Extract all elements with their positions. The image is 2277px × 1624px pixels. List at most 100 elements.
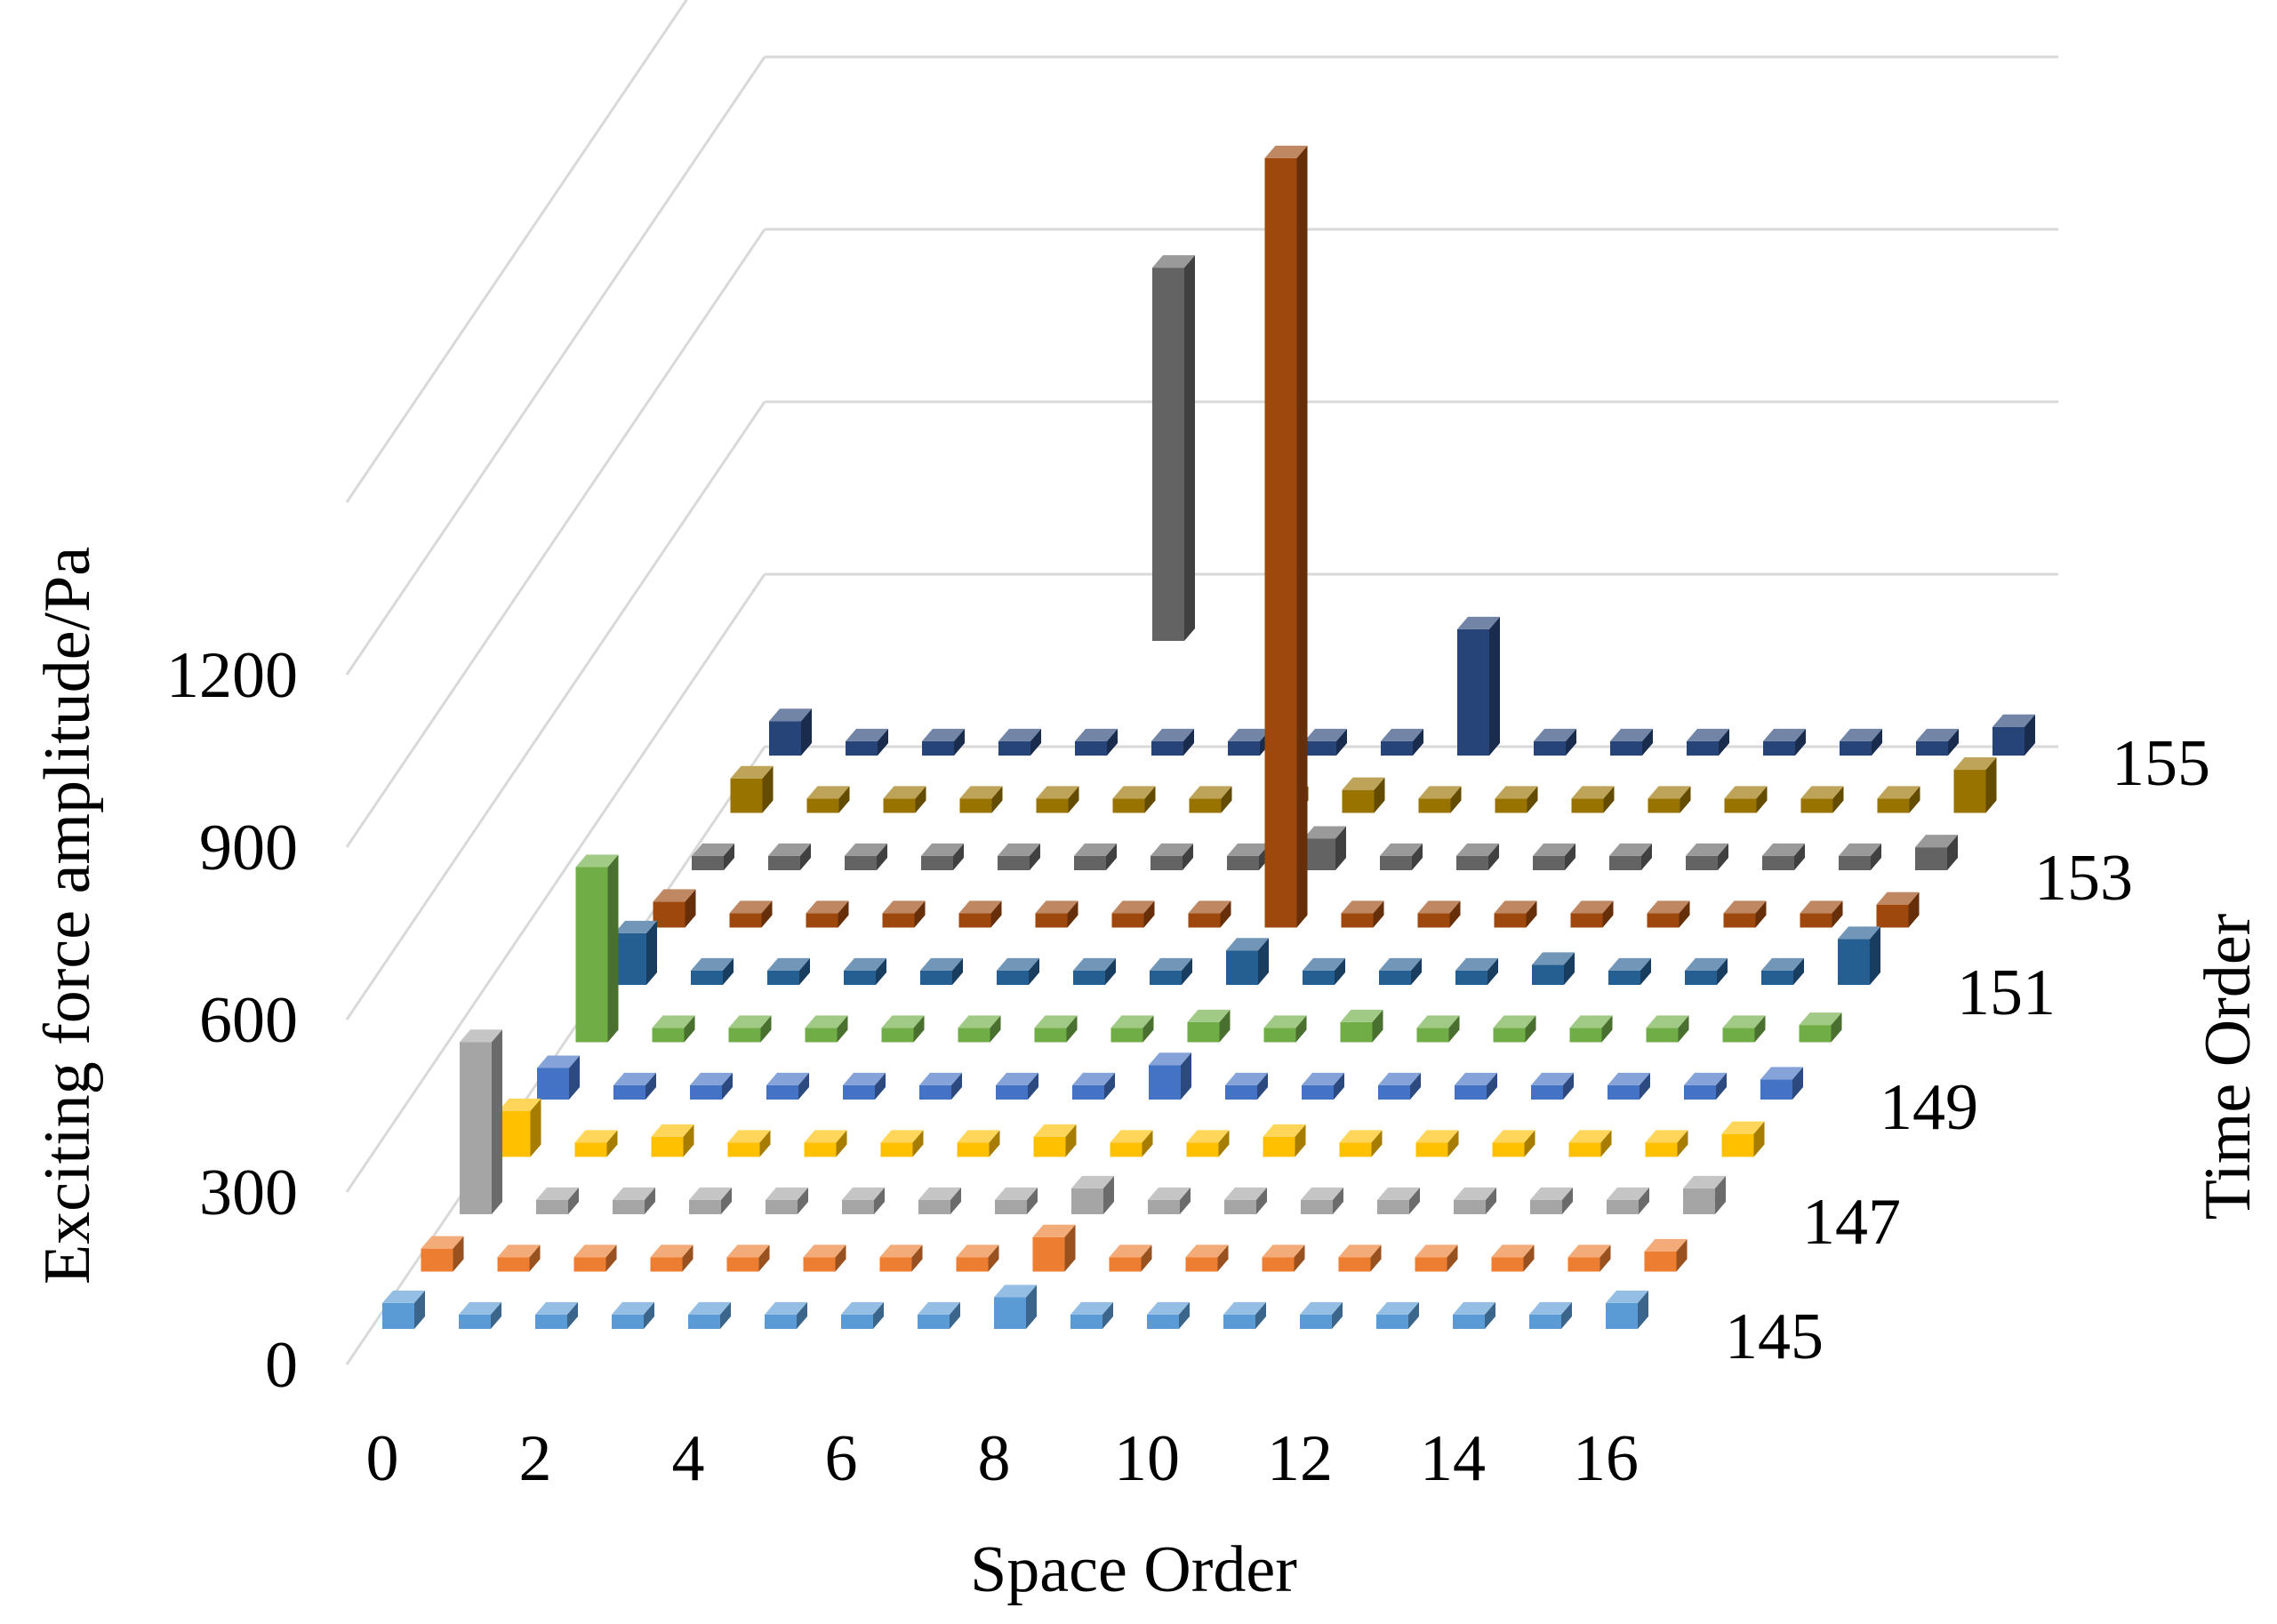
bar — [1151, 728, 1194, 756]
bar — [1185, 1244, 1229, 1272]
y-tick-label: 1200 — [166, 639, 298, 712]
bar — [1529, 1301, 1572, 1329]
bar-top-face — [1685, 957, 1728, 971]
bar-top-face — [573, 1244, 617, 1258]
bar-front-face — [765, 1314, 797, 1329]
bar-front-face — [1455, 970, 1487, 985]
bar-side-face — [1948, 728, 1959, 756]
bar-side-face — [761, 900, 773, 928]
bar — [1455, 1072, 1497, 1100]
bar-front-face — [1338, 1257, 1371, 1272]
bar-top-face — [1150, 957, 1192, 971]
bar-top-face — [768, 843, 811, 856]
bar-front-face — [1415, 1142, 1448, 1157]
bar-side-face — [1719, 728, 1729, 756]
bar-front-face — [883, 798, 916, 813]
bar — [730, 765, 774, 813]
y-tick-label: 0 — [265, 1329, 298, 1402]
bar-side-face — [646, 920, 657, 985]
bar — [1531, 1072, 1574, 1100]
bar-top-face — [844, 957, 886, 971]
bar-side-face — [877, 843, 887, 870]
bar — [881, 1015, 925, 1043]
bar — [1415, 1244, 1458, 1272]
bar — [994, 1284, 1037, 1329]
bar-top-face — [806, 900, 849, 914]
bar-top-face — [918, 1301, 960, 1315]
bar-top-face — [766, 1072, 809, 1085]
bar-front-face — [1610, 740, 1642, 756]
bar-top-face — [1840, 728, 1882, 741]
bar-side-face — [1183, 728, 1194, 756]
bar-front-face — [460, 1042, 492, 1214]
bar — [1760, 1067, 1803, 1100]
bar-front-face — [1800, 798, 1833, 813]
bar-side-face — [1985, 757, 1997, 813]
bar — [1457, 616, 1500, 756]
bar-front-face — [879, 1257, 912, 1272]
bar-side-face — [1258, 938, 1269, 985]
bar — [1685, 957, 1728, 985]
bar-front-face — [843, 1084, 875, 1100]
bar-side-face — [645, 1187, 655, 1214]
y-tick-label: 300 — [199, 1156, 298, 1229]
bar — [1073, 957, 1116, 985]
z-tick-label: 153 — [2034, 842, 2133, 915]
bar-side-face — [799, 957, 810, 985]
bar — [1150, 957, 1192, 985]
bar-side-face — [1144, 786, 1156, 813]
bar — [1838, 926, 1880, 985]
y-tick-label: 600 — [199, 984, 298, 1057]
bar — [692, 843, 734, 870]
bar-top-face — [1415, 1244, 1458, 1258]
bar-side-face — [684, 1015, 695, 1043]
bar-side-face — [720, 1301, 731, 1329]
bar — [1338, 1244, 1382, 1272]
bar-side-face — [1832, 900, 1843, 928]
bar — [1072, 1072, 1115, 1100]
bar-front-face — [1645, 1142, 1678, 1157]
bar-side-face — [990, 1015, 1001, 1043]
bar — [575, 854, 619, 1043]
bar-side-face — [952, 957, 963, 985]
bar-front-face — [1644, 1251, 1677, 1272]
bar — [1263, 1124, 1306, 1157]
bar — [1683, 1175, 1726, 1214]
bar-top-face — [1112, 786, 1156, 799]
bar — [1567, 1244, 1611, 1272]
bar-front-face — [1915, 847, 1947, 870]
z-tick-labels: 145 147 149 151 153 155 — [1725, 727, 2210, 1373]
bar-front-face — [1723, 913, 1756, 928]
bar-top-face — [959, 786, 1003, 799]
bar-top-face — [692, 843, 734, 856]
bar — [846, 728, 888, 756]
bar-front-face — [1609, 855, 1641, 870]
bar-front-face — [1185, 1257, 1218, 1272]
bar-top-face — [1415, 1130, 1459, 1143]
bar — [1610, 728, 1653, 756]
bar-top-face — [957, 1130, 1000, 1143]
bar — [765, 1301, 807, 1329]
bar-front-face — [1263, 1136, 1295, 1157]
bar-top-face — [1342, 777, 1385, 790]
bar-front-face — [1152, 268, 1184, 641]
bar-front-face — [1073, 970, 1105, 985]
bar — [1606, 1290, 1648, 1329]
bar-top-face — [806, 786, 850, 799]
bar-side-face — [492, 1029, 502, 1214]
bar-front-face — [497, 1257, 530, 1272]
bar — [1418, 786, 1462, 813]
bar-front-face — [1032, 1236, 1065, 1272]
bar-side-face — [950, 1301, 960, 1329]
bar — [1189, 786, 1232, 813]
bar-top-face — [1760, 1067, 1803, 1080]
bar-top-face — [1110, 1130, 1153, 1143]
bar-side-face — [1870, 926, 1880, 985]
bar-side-face — [1488, 843, 1499, 870]
bar-front-face — [1341, 913, 1374, 928]
bar — [918, 1187, 961, 1214]
bar-top-face — [1381, 728, 1423, 741]
bar-front-face — [1571, 798, 1604, 813]
bar-top-face — [1071, 1175, 1114, 1188]
bar-top-face — [1646, 1015, 1689, 1028]
